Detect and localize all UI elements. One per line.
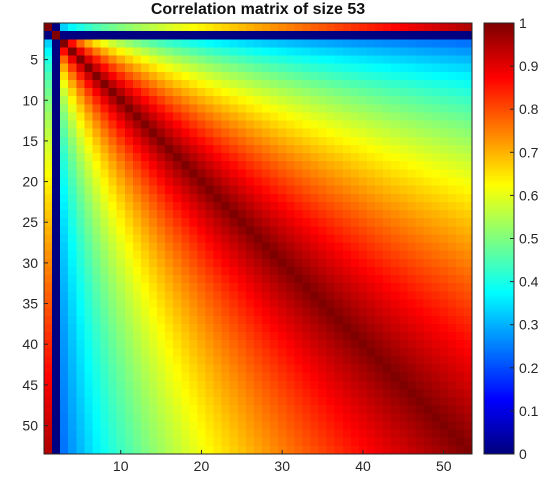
colorbar-tick-label: 0.8 <box>519 101 539 117</box>
y-tick-label: 45 <box>22 377 38 393</box>
colorbar-tick-label: 0.9 <box>519 58 539 74</box>
colorbar-gradient <box>484 23 514 454</box>
colorbar-tick-label: 0.6 <box>519 187 539 203</box>
colorbar-tick-label: 0.7 <box>519 144 539 160</box>
x-tick-label: 10 <box>113 458 129 474</box>
plot-frame <box>43 22 473 455</box>
x-tick-label: 20 <box>194 458 210 474</box>
heatmap-matrix <box>44 23 472 454</box>
y-tick-label: 35 <box>22 296 38 312</box>
colorbar-tick-label: 0.3 <box>519 317 539 333</box>
x-axis-ticks: 10 20 30 40 50 <box>113 450 452 474</box>
chart-title: Correlation matrix of size 53 <box>150 1 366 18</box>
x-tick-label: 30 <box>274 458 290 474</box>
y-tick-label: 25 <box>22 214 38 230</box>
y-axis-ticks: 5 10 15 20 25 30 35 40 45 50 <box>22 52 48 434</box>
colorbar-frame <box>483 22 515 455</box>
y-tick-label: 15 <box>22 133 38 149</box>
x-tick-label: 40 <box>355 458 371 474</box>
y-tick-label: 20 <box>22 174 38 190</box>
y-tick-label: 40 <box>22 336 38 352</box>
colorbar-tick-label: 0.1 <box>519 403 539 419</box>
colorbar-tick-label: 0.4 <box>519 274 539 290</box>
colorbar-tick-label: 0.5 <box>519 231 539 247</box>
y-tick-label: 5 <box>30 52 38 68</box>
colorbar-tick-label: 0 <box>519 446 527 462</box>
colorbar-tick-label: 0.2 <box>519 360 539 376</box>
y-tick-label: 10 <box>22 92 38 108</box>
colorbar-tick-label: 1 <box>519 15 527 31</box>
x-tick-label: 50 <box>436 458 452 474</box>
y-tick-label: 50 <box>22 418 38 434</box>
colorbar-ticks: 0 0.1 0.2 0.3 0.4 0.5 0.6 0.7 0.8 0.9 1 <box>510 15 539 462</box>
y-tick-label: 30 <box>22 255 38 271</box>
